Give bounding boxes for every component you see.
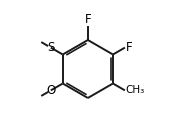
Text: CH₃: CH₃ — [126, 85, 145, 95]
Text: S: S — [47, 41, 54, 54]
Text: F: F — [84, 13, 91, 26]
Text: F: F — [126, 41, 132, 54]
Text: O: O — [46, 84, 55, 97]
